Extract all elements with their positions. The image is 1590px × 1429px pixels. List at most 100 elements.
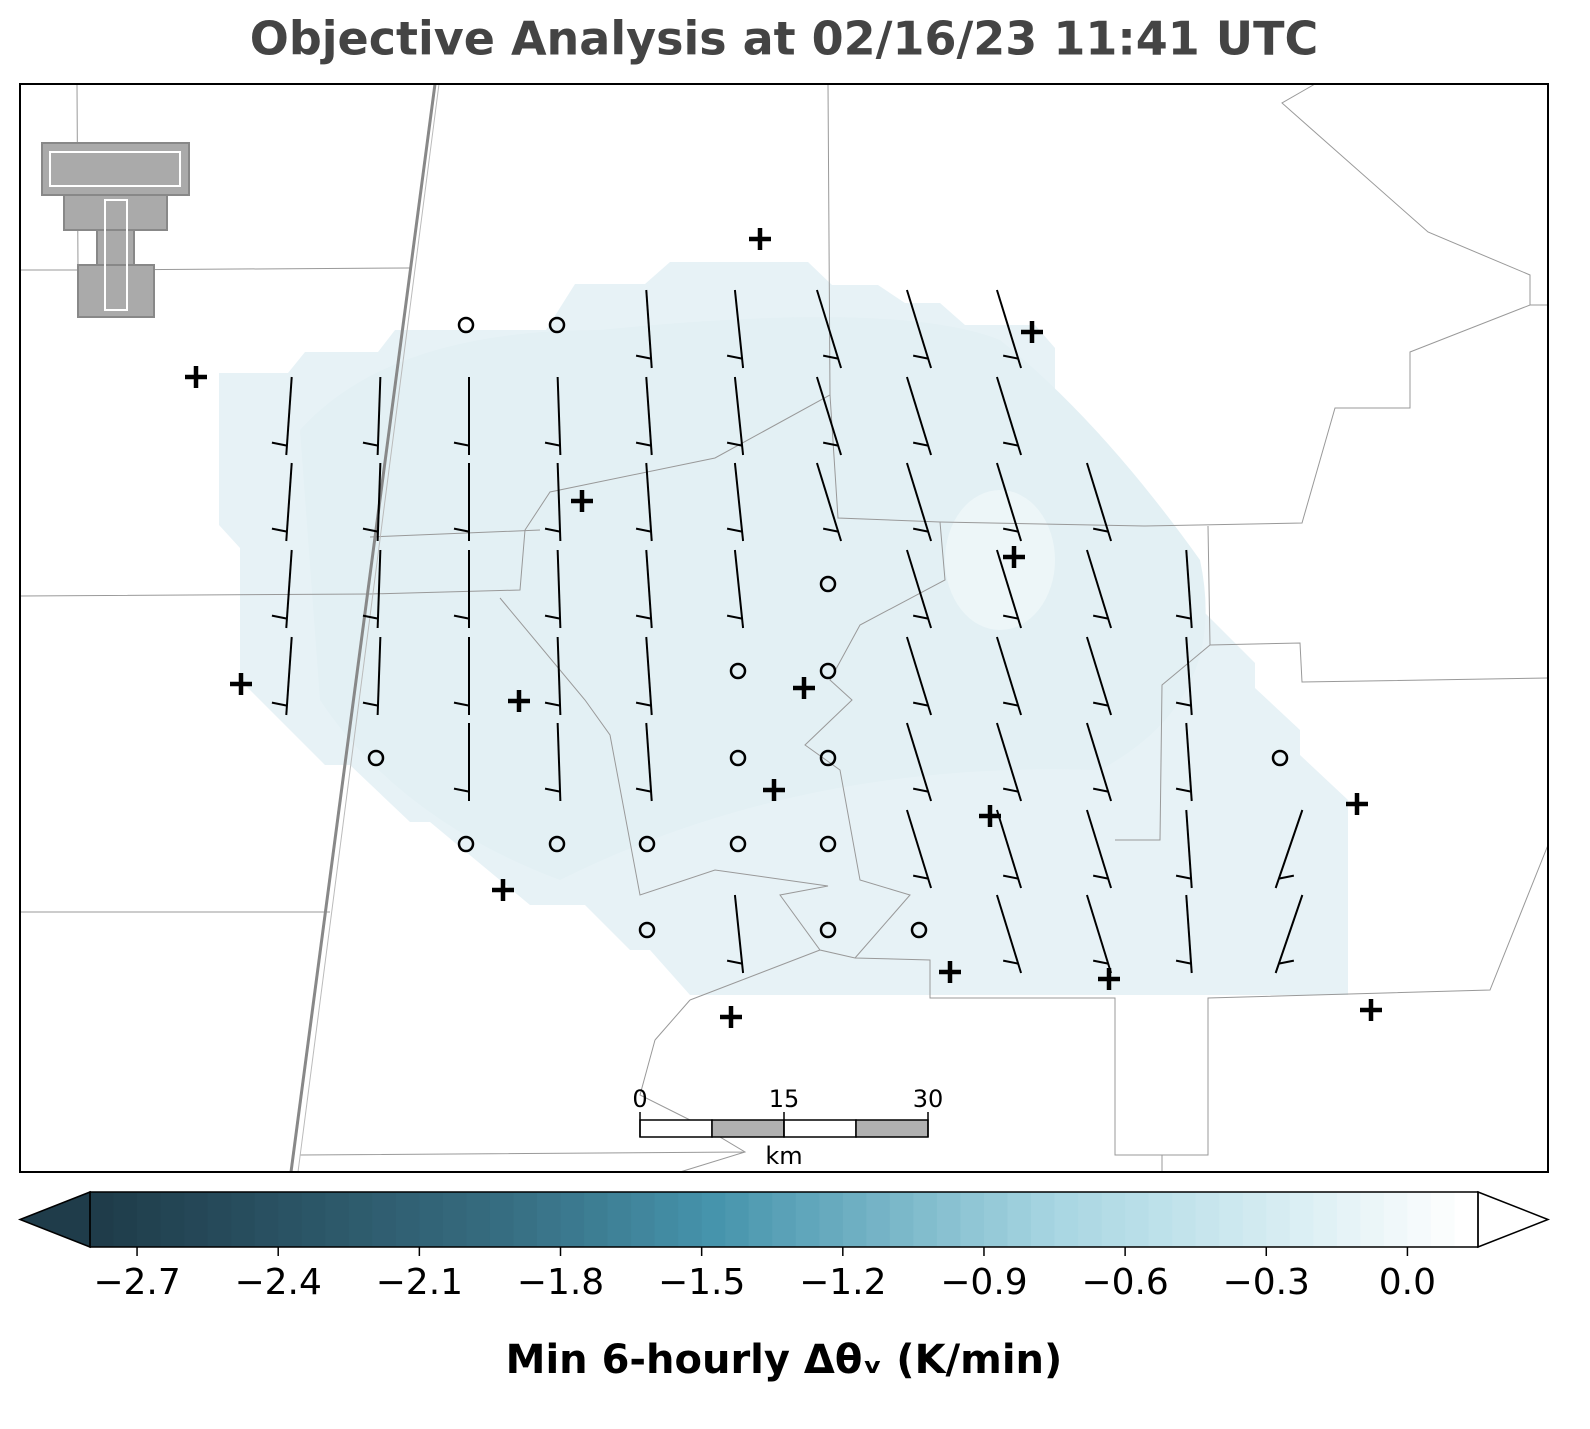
colorbar-band: [536, 1192, 562, 1247]
station-plus: [185, 366, 207, 388]
wind-barb: [645, 549, 653, 629]
wind-barb: [815, 289, 843, 369]
barb-flag: [1002, 614, 1019, 620]
barb-flag: [362, 441, 379, 447]
wind-barb: [733, 289, 745, 369]
wind-barb: [905, 462, 933, 542]
colorbar-band: [748, 1192, 773, 1247]
wind-barb: [995, 462, 1023, 542]
station-circle: [1271, 749, 1289, 767]
station-plus: [1003, 546, 1025, 568]
station-circle: [819, 835, 837, 853]
barb-flag: [1278, 959, 1295, 965]
colorbar-band: [842, 1192, 867, 1247]
scale-tick-label: 30: [913, 1085, 944, 1113]
colorbar-frame: [89, 1191, 1479, 1248]
colorbar-band: [889, 1192, 914, 1247]
scale-segment: [855, 1119, 929, 1138]
barb-flag: [1175, 701, 1192, 707]
colorbar-band: [1360, 1192, 1385, 1247]
wind-barb: [645, 636, 653, 716]
wind-barb: [733, 894, 745, 974]
colorbar-band: [1195, 1192, 1220, 1247]
barb-flag: [544, 787, 561, 793]
colorbar-band: [160, 1192, 185, 1247]
barb-flag: [726, 354, 743, 360]
colorbar-band: [1125, 1192, 1150, 1247]
barb-flag: [912, 701, 929, 707]
barb-flag: [822, 441, 839, 447]
station-circle: [910, 921, 928, 939]
colorbar-band: [983, 1192, 1009, 1247]
barb-flag: [635, 527, 652, 533]
station-plus: [1098, 968, 1120, 990]
barb-flag: [1002, 959, 1019, 965]
colorbar-band: [1454, 1192, 1479, 1247]
station-circle: [548, 835, 566, 853]
wind-barb: [556, 722, 562, 802]
colorbar-band: [184, 1192, 209, 1247]
colorbar-band: [1242, 1192, 1267, 1247]
station-circle: [729, 662, 747, 680]
colorbar-band: [207, 1192, 232, 1247]
wind-barb: [1085, 894, 1113, 974]
colorbar-band: [231, 1192, 256, 1247]
colorbar-tick-label: −2.1: [376, 1262, 463, 1303]
barb-flag: [822, 527, 839, 533]
wind-barb: [376, 462, 382, 542]
colorbar-band: [725, 1192, 750, 1247]
barb-flag: [271, 614, 288, 620]
colorbar-tick-label: −2.7: [93, 1262, 180, 1303]
colorbar-band: [1430, 1192, 1456, 1247]
state-border: [297, 83, 440, 1173]
barb-flag: [362, 527, 379, 533]
barb-flag: [726, 614, 743, 620]
wind-barb: [1185, 894, 1193, 974]
colorbar-band: [1031, 1192, 1056, 1247]
wind-barb: [995, 636, 1023, 716]
colorbar-tick-label: −1.8: [517, 1262, 604, 1303]
wind-barb: [556, 636, 562, 716]
colorbar-band: [325, 1192, 350, 1247]
station-circle: [457, 316, 475, 334]
barb-flag: [1092, 701, 1109, 707]
colorbar-extend-low: [17, 1190, 91, 1249]
barb-flag: [1092, 874, 1109, 880]
wind-barb: [733, 376, 745, 456]
station-circle: [638, 835, 656, 853]
barb-flag: [1175, 787, 1192, 793]
station-circle: [819, 662, 837, 680]
barb-flag: [1278, 874, 1295, 880]
wind-barb: [556, 549, 562, 629]
colorbar-band: [913, 1192, 938, 1247]
barb-flag: [635, 701, 652, 707]
wind-barb: [1274, 809, 1304, 889]
barb-flag: [1002, 441, 1019, 447]
map-frame: [19, 83, 1549, 1173]
wind-barb: [1185, 722, 1193, 802]
colorbar-band: [795, 1192, 820, 1247]
barb-flag: [726, 959, 743, 965]
colorbar-band: [631, 1192, 656, 1247]
colorbar-band: [348, 1192, 373, 1247]
colorbar-band: [301, 1192, 326, 1247]
wind-barb: [645, 289, 653, 369]
barb-flag: [912, 527, 929, 533]
station-circle: [729, 835, 747, 853]
barb-flag: [635, 441, 652, 447]
station-circle: [367, 749, 385, 767]
colorbar-band: [701, 1192, 726, 1247]
colorbar-band: [772, 1192, 797, 1247]
colorbar-band: [1172, 1192, 1197, 1247]
stations: [185, 228, 1382, 1028]
wind-barb: [905, 636, 933, 716]
wind-barb: [733, 462, 745, 542]
colorbar-tick-label: −0.9: [940, 1262, 1027, 1303]
wind-barb: [815, 376, 843, 456]
colorbar-band: [513, 1192, 538, 1247]
wind-barb: [1274, 894, 1304, 974]
wind-barbs: [271, 289, 1304, 974]
barb-flag: [1092, 527, 1109, 533]
station-circle: [819, 575, 837, 593]
